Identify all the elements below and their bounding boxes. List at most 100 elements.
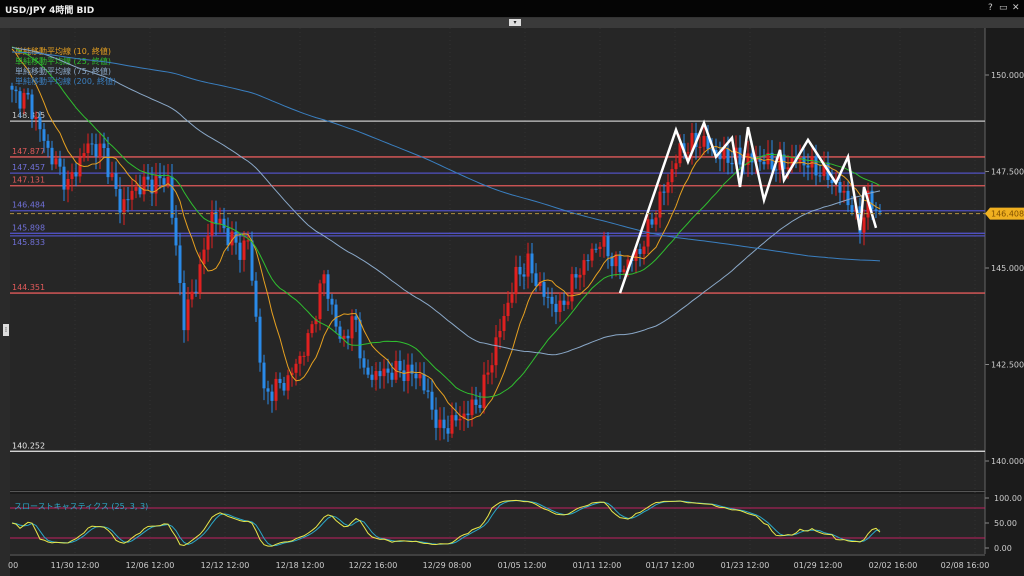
candle-body [546,296,550,298]
close-button[interactable]: ✕ [1012,3,1020,13]
candle-body [82,153,86,158]
candle-body [350,316,354,339]
candle-body [330,298,334,305]
stochastic-tick-label: 50.00 [994,519,1017,528]
candle-body [562,300,566,305]
candle-body [558,300,562,313]
candle-body [298,355,302,364]
legend-item: 単純移動平均線 (200, 終値) [15,76,116,86]
stochastic-tick-label: 100.00 [994,494,1022,503]
candle-body [830,179,834,184]
left-scroll-bar: ⁞ [0,28,10,576]
candle-body [342,335,346,339]
candle-body [282,382,286,391]
candle-body [294,363,298,373]
candle-body [770,152,774,170]
candle-body [582,260,586,275]
candle-body [722,148,726,160]
candle-body [338,326,342,339]
candle-body [134,187,138,191]
candle-body [78,157,82,177]
candle-body [106,148,110,178]
candle-body [346,335,350,339]
candle-body [102,143,106,149]
candle-body [458,418,462,421]
y-tick-label: 142.500 [991,361,1024,370]
x-tick-label: 00 [8,561,18,570]
candle-body [666,182,670,193]
title-bar: USD/JPY 4時間 BID ? ▭ ✕ [0,0,1024,18]
maximize-button[interactable]: ▭ [999,3,1008,13]
candle-body [574,274,578,278]
x-tick-label: 02/02 16:00 [869,561,918,570]
candle-body [638,249,642,254]
candle-body [478,404,482,408]
candle-body [434,409,438,428]
candle-body [162,178,166,185]
candle-body [170,176,174,218]
horizontal-line-label: 145.898 [12,223,45,232]
candle-body [634,249,638,262]
collapse-toggle[interactable]: ▾ [509,19,521,26]
candle-body [274,378,278,401]
candle-body [142,176,146,195]
help-button[interactable]: ? [988,3,993,13]
candle-body [250,240,254,281]
candle-body [846,190,850,206]
candle-body [302,355,306,357]
candle-body [22,92,26,109]
x-tick-label: 01/17 12:00 [646,561,695,570]
horizontal-line-label: 147.131 [12,176,45,185]
candle-body [442,419,446,429]
moving-average-line-25 [11,46,881,398]
moving-average-line-200 [11,51,881,262]
candle-body [422,373,426,391]
x-tick-label: 12/29 08:00 [423,561,472,570]
candle-body [714,150,718,154]
candle-body [266,388,270,392]
candle-body [190,291,194,300]
candle-body [94,144,98,157]
candle-body [814,156,818,176]
candle-body [154,175,158,194]
candle-body [62,166,66,190]
candle-body [218,218,222,224]
candle-body [718,153,722,160]
candle-body [314,319,318,325]
candle-body [594,248,598,250]
panel-resize-handle[interactable]: ⁞ [3,324,9,336]
candle-body [122,199,126,213]
candle-body [370,374,374,380]
candle-body [542,282,546,297]
candle-body [578,274,582,278]
candle-body [730,162,734,165]
candle-body [658,191,662,218]
candle-body [98,143,102,157]
horizontal-line-label: 140.252 [12,441,45,450]
candle-body [698,146,702,148]
current-price-marker [985,207,1024,220]
candle-body [678,143,682,164]
candle-body [506,302,510,317]
candle-body [290,372,294,376]
moving-average-line-75 [11,47,881,356]
x-tick-label: 12/06 12:00 [126,561,175,570]
zigzag-trendline [618,119,878,294]
candle-body [802,156,806,166]
candle-body [90,143,94,145]
candle-body [270,391,274,401]
candle-body [30,94,34,119]
candle-body [706,135,710,150]
candle-body [278,378,282,383]
candle-body [690,132,694,153]
candle-body [674,163,678,170]
x-tick-label: 12/22 16:00 [349,561,398,570]
candle-body [494,337,498,366]
candle-body [778,154,782,171]
horizontal-line-label: 147.457 [12,163,45,172]
candle-body [166,176,170,185]
candle-body [54,158,58,165]
candle-body [374,371,378,380]
candle-body [58,158,62,167]
